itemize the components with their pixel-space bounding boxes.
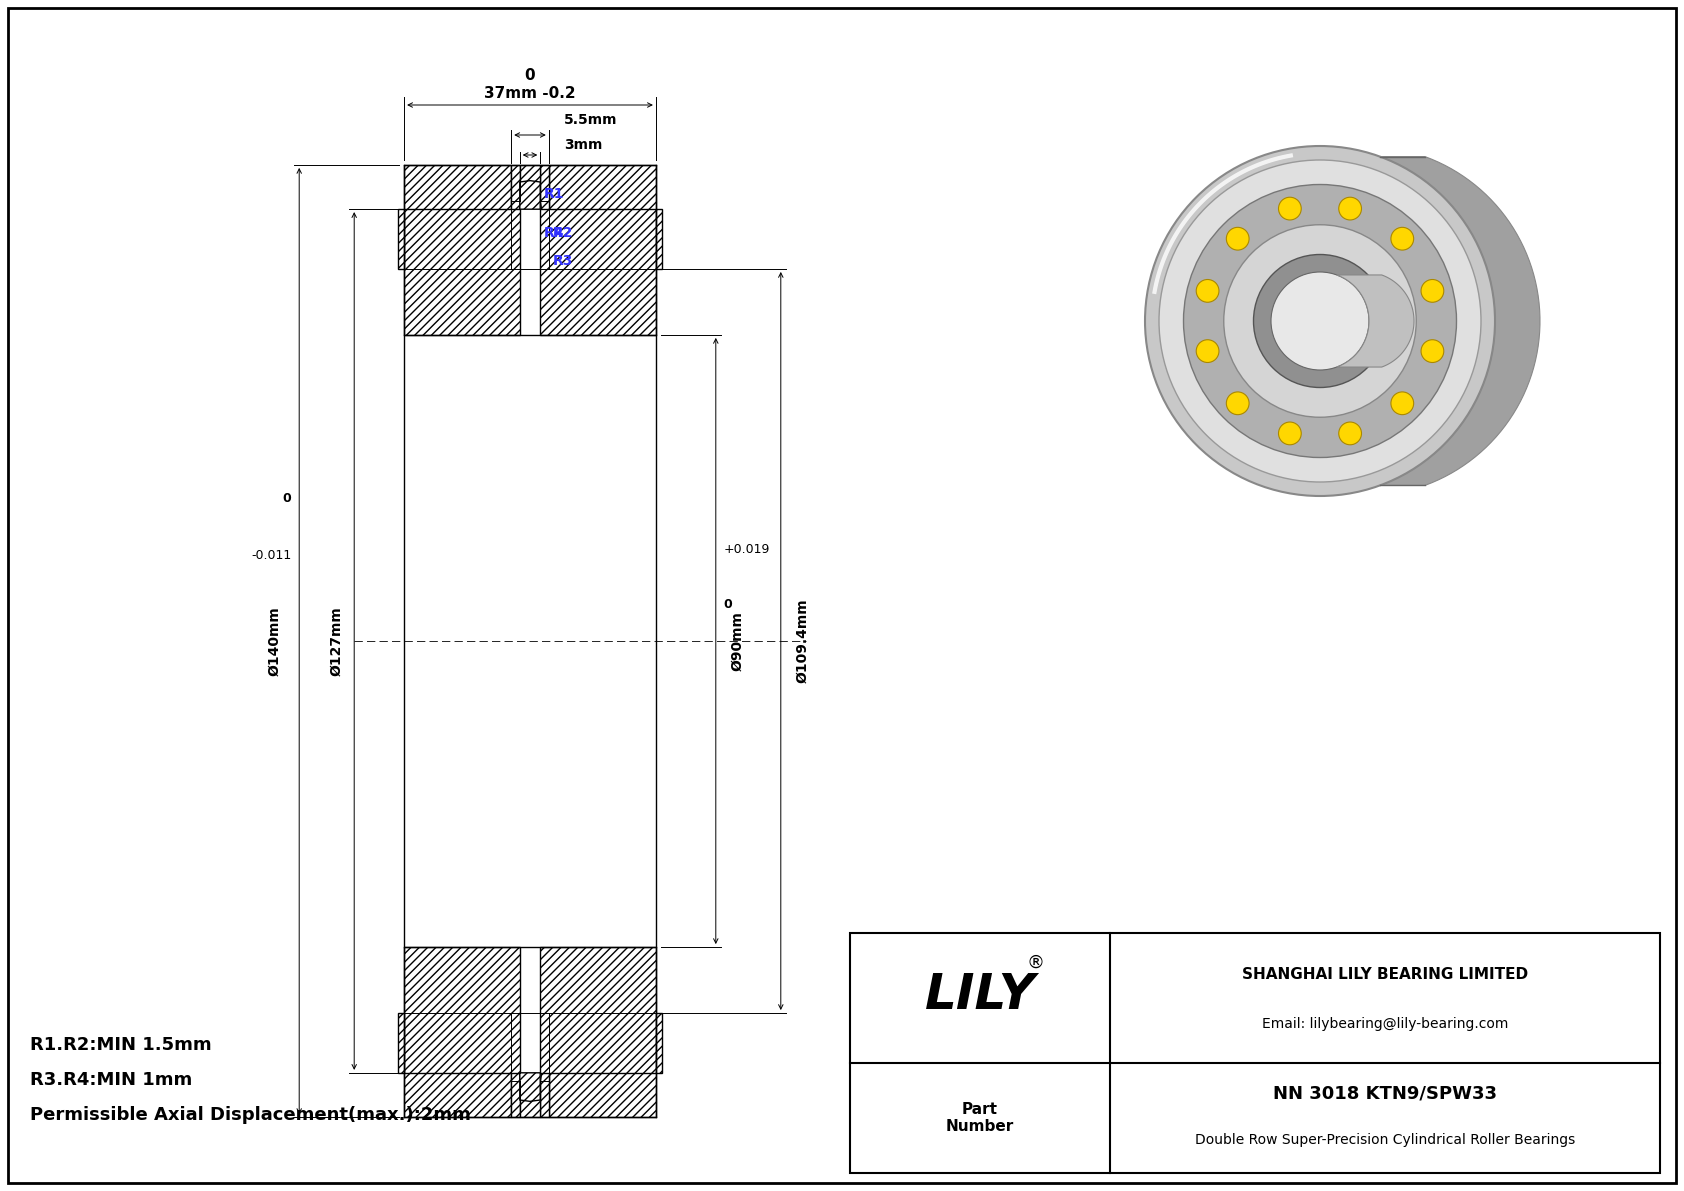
Text: Ø140mm: Ø140mm	[268, 606, 281, 675]
Text: ®: ®	[1026, 954, 1044, 972]
Circle shape	[1421, 280, 1443, 303]
Polygon shape	[404, 1014, 512, 1117]
Circle shape	[1145, 146, 1495, 495]
Circle shape	[1224, 225, 1416, 417]
Circle shape	[1421, 339, 1443, 362]
Polygon shape	[655, 1014, 662, 1073]
Text: -0.011: -0.011	[251, 549, 291, 562]
Circle shape	[1159, 160, 1480, 482]
Text: Ø90mm: Ø90mm	[731, 611, 744, 671]
Circle shape	[1196, 339, 1219, 362]
Text: 5.5mm: 5.5mm	[564, 113, 618, 127]
Text: 37mm -0.2: 37mm -0.2	[485, 86, 576, 101]
Circle shape	[1196, 280, 1219, 303]
Text: NN 3018 KTN9/SPW33: NN 3018 KTN9/SPW33	[1273, 1085, 1497, 1103]
Polygon shape	[397, 210, 404, 269]
Text: R4: R4	[544, 226, 564, 241]
Text: Ø127mm: Ø127mm	[328, 606, 344, 675]
Text: Ø109.4mm: Ø109.4mm	[797, 599, 810, 684]
Text: 0: 0	[283, 492, 291, 505]
Polygon shape	[520, 166, 541, 201]
Polygon shape	[520, 1073, 541, 1102]
Polygon shape	[404, 947, 520, 1073]
Polygon shape	[541, 1014, 549, 1117]
Polygon shape	[404, 210, 520, 335]
Text: 0: 0	[724, 598, 733, 611]
Polygon shape	[549, 166, 655, 269]
Polygon shape	[512, 166, 520, 269]
Polygon shape	[512, 1014, 520, 1117]
Polygon shape	[520, 1081, 541, 1117]
Circle shape	[1226, 227, 1250, 250]
Circle shape	[1339, 198, 1361, 220]
Text: R3: R3	[552, 254, 573, 268]
Text: Permissible Axial Displacement(max.):2mm: Permissible Axial Displacement(max.):2mm	[30, 1106, 472, 1124]
Circle shape	[1253, 255, 1386, 387]
Text: Part
Number: Part Number	[946, 1102, 1014, 1134]
Polygon shape	[1337, 275, 1415, 367]
Text: R3.R4:MIN 1mm: R3.R4:MIN 1mm	[30, 1071, 192, 1089]
Circle shape	[1226, 392, 1250, 414]
Circle shape	[1339, 422, 1361, 444]
Polygon shape	[404, 166, 512, 269]
Text: R1.R2:MIN 1.5mm: R1.R2:MIN 1.5mm	[30, 1036, 212, 1054]
Text: +0.019: +0.019	[724, 543, 770, 556]
Text: R1: R1	[544, 187, 564, 201]
Polygon shape	[1379, 156, 1539, 486]
Circle shape	[1278, 422, 1302, 444]
Text: LILY: LILY	[925, 972, 1036, 1019]
Circle shape	[1391, 392, 1413, 414]
Polygon shape	[541, 947, 655, 1073]
Text: 3mm: 3mm	[564, 138, 603, 152]
Polygon shape	[541, 166, 549, 269]
Circle shape	[1184, 185, 1457, 457]
Text: 0: 0	[525, 68, 536, 83]
Polygon shape	[549, 1014, 655, 1117]
Polygon shape	[541, 210, 655, 335]
Circle shape	[1391, 227, 1413, 250]
Text: SHANGHAI LILY BEARING LIMITED: SHANGHAI LILY BEARING LIMITED	[1241, 967, 1527, 983]
Bar	[850, 933, 1660, 1173]
Circle shape	[1271, 272, 1369, 370]
Text: Email: lilybearing@lily-bearing.com: Email: lilybearing@lily-bearing.com	[1261, 1017, 1509, 1031]
Text: R2: R2	[552, 225, 573, 239]
Polygon shape	[655, 210, 662, 269]
Polygon shape	[397, 1014, 404, 1073]
Text: Double Row Super-Precision Cylindrical Roller Bearings: Double Row Super-Precision Cylindrical R…	[1196, 1133, 1575, 1147]
Polygon shape	[520, 181, 541, 210]
Circle shape	[1278, 198, 1302, 220]
